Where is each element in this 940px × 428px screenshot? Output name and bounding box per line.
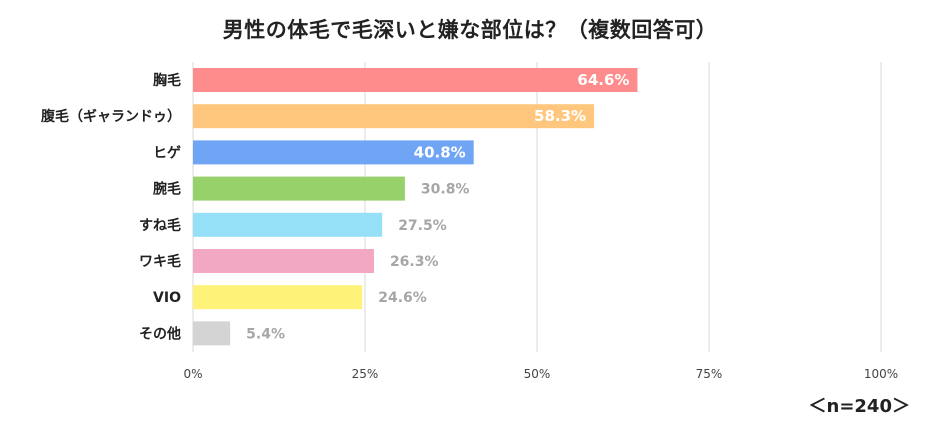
bar	[193, 321, 231, 346]
bar	[193, 285, 363, 310]
category-label: VIO	[153, 290, 181, 306]
bar	[193, 68, 638, 92]
category-label: すね毛	[139, 217, 181, 234]
value-label: 27.5%	[398, 218, 447, 234]
x-tick-label: 100%	[864, 367, 898, 381]
value-label: 24.6%	[378, 290, 427, 306]
bar	[193, 176, 405, 201]
value-label: 26.3%	[390, 254, 439, 270]
bar	[193, 249, 374, 273]
category-label: 胸毛	[153, 72, 181, 89]
value-label: 58.3%	[534, 107, 586, 125]
value-label: 5.4%	[246, 326, 285, 342]
bar	[193, 212, 383, 237]
bar	[193, 140, 474, 165]
x-tick-label: 50%	[524, 367, 551, 381]
category-label: ワキ毛	[139, 253, 181, 270]
x-tick-label: 75%	[696, 367, 723, 381]
x-tick-label: 25%	[352, 367, 379, 381]
chart-title: 男性の体毛で毛深いと嫌な部位は？（複数回答可）	[222, 18, 718, 42]
value-label: 30.8%	[421, 182, 470, 198]
category-label: 腹毛（ギャランドゥ）	[41, 108, 181, 125]
x-tick-label: 0%	[183, 367, 202, 381]
value-label: 40.8%	[414, 143, 466, 161]
category-label: ヒゲ	[153, 144, 181, 161]
category-label: 腕毛	[153, 181, 181, 198]
bar	[193, 104, 595, 129]
sample-size-note: ＜n=240＞	[808, 396, 910, 417]
value-label: 64.6%	[577, 71, 629, 89]
category-label: その他	[139, 325, 181, 342]
